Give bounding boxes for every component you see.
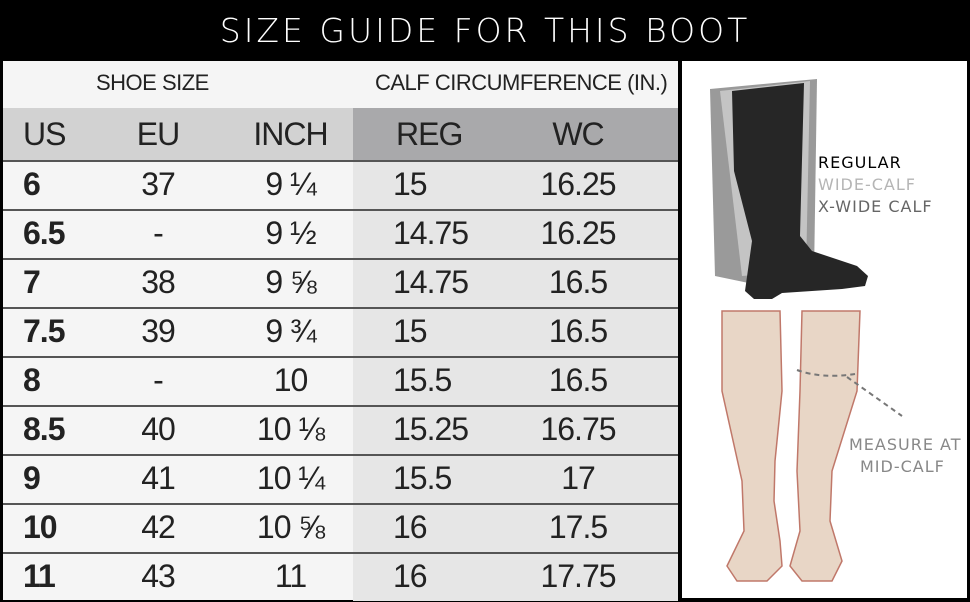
cell-wc: 16.5 xyxy=(548,362,608,398)
cell-wc: 16.5 xyxy=(548,313,608,349)
cell-reg: 16 xyxy=(393,509,428,545)
cell-eu: 39 xyxy=(141,313,176,349)
cell-eu: 41 xyxy=(141,460,176,496)
cell-us: 10 xyxy=(23,509,58,545)
cell-wc: 16.5 xyxy=(548,264,608,300)
cell-wc: 17 xyxy=(561,460,596,496)
boot-icon xyxy=(710,79,868,299)
cell-reg: 15.5 xyxy=(393,362,452,398)
cell-eu: 40 xyxy=(141,411,176,447)
cell-us: 11 xyxy=(23,558,56,594)
cell-inch: 10 ⅛ xyxy=(256,411,325,447)
cell-inch: 9 ⅝ xyxy=(265,264,316,300)
boot-illustration-panel: REGULAR WIDE-CALF X-WIDE CALF MEASURE AT… xyxy=(682,61,967,598)
table-row: 9 41 10 ¼ 15.5 17 xyxy=(3,454,678,503)
column-header-us: US xyxy=(23,116,66,152)
cell-reg: 15.5 xyxy=(393,460,452,496)
cell-inch: 10 ¼ xyxy=(256,460,325,496)
measure-label-line1: MEASURE AT xyxy=(849,435,962,454)
cell-wc: 16.25 xyxy=(540,166,616,202)
table-row: 10 42 10 ⅝ 16 17.5 xyxy=(3,503,678,552)
cell-us: 7.5 xyxy=(23,313,65,349)
size-table: SHOE SIZE CALF CIRCUMFERENCE (IN.) US EU… xyxy=(3,61,678,601)
measure-line xyxy=(796,369,903,417)
table-row: 6.5 - 9 ½ 14.75 16.25 xyxy=(3,209,678,258)
table-row: 7 38 9 ⅝ 14.75 16.5 xyxy=(3,258,678,307)
cell-inch: 9 ¼ xyxy=(265,166,316,202)
cell-wc: 16.25 xyxy=(540,215,616,251)
measure-label-line2: MID-CALF xyxy=(860,457,945,476)
cell-reg: 14.75 xyxy=(393,264,469,300)
cell-wc: 17.75 xyxy=(540,558,616,594)
cell-reg: 14.75 xyxy=(393,215,469,251)
column-header-reg: REG xyxy=(396,116,463,152)
cell-wc: 17.5 xyxy=(548,509,608,545)
table-row: 8.5 40 10 ⅛ 15.25 16.75 xyxy=(3,405,678,454)
legs-icon xyxy=(721,310,861,582)
cell-eu: 43 xyxy=(141,558,176,594)
cell-us: 6.5 xyxy=(23,215,65,251)
cell-eu: 42 xyxy=(141,509,176,545)
cell-eu: - xyxy=(153,215,164,251)
cell-us: 6 xyxy=(23,166,41,202)
cell-inch: 11 xyxy=(274,558,307,594)
cell-us: 8 xyxy=(23,362,41,398)
cell-us: 9 xyxy=(23,460,41,496)
table-row: 7.5 39 9 ¾ 15 16.5 xyxy=(3,307,678,356)
boot-and-legs-illustration xyxy=(710,79,903,582)
cell-inch: 9 ¾ xyxy=(265,313,316,349)
cell-us: 8.5 xyxy=(23,411,65,447)
column-header-wc: WC xyxy=(552,116,604,152)
cell-eu: - xyxy=(153,362,164,398)
cell-wc: 16.75 xyxy=(540,411,616,447)
cell-eu: 37 xyxy=(141,166,176,202)
page-title: SIZE GUIDE FOR THIS BOOT xyxy=(219,11,751,50)
legend-regular: REGULAR xyxy=(818,153,902,172)
legend-x-wide-calf: X-WIDE CALF xyxy=(818,197,933,216)
table-row: 8 - 10 15.5 16.5 xyxy=(3,356,678,405)
cell-inch: 9 ½ xyxy=(265,215,316,251)
table-row: 6 37 9 ¼ 15 16.25 xyxy=(3,160,678,209)
legend-wide-calf: WIDE-CALF xyxy=(818,175,916,194)
cell-reg: 15 xyxy=(393,166,428,202)
table-row: 11 43 11 16 17.75 xyxy=(3,552,678,601)
column-header-eu: EU xyxy=(136,116,180,152)
cell-eu: 38 xyxy=(141,264,176,300)
cell-us: 7 xyxy=(23,264,41,300)
cell-reg: 15.25 xyxy=(393,411,469,447)
cell-inch: 10 xyxy=(273,362,309,398)
column-header-row: US EU INCH REG WC xyxy=(3,108,678,160)
shoe-size-group-header: SHOE SIZE xyxy=(96,70,209,95)
calf-group-header: CALF CIRCUMFERENCE (IN.) xyxy=(375,70,668,95)
cell-reg: 15 xyxy=(393,313,428,349)
cell-reg: 16 xyxy=(393,558,428,594)
cell-inch: 10 ⅝ xyxy=(256,509,325,545)
column-header-inch: INCH xyxy=(253,116,328,152)
